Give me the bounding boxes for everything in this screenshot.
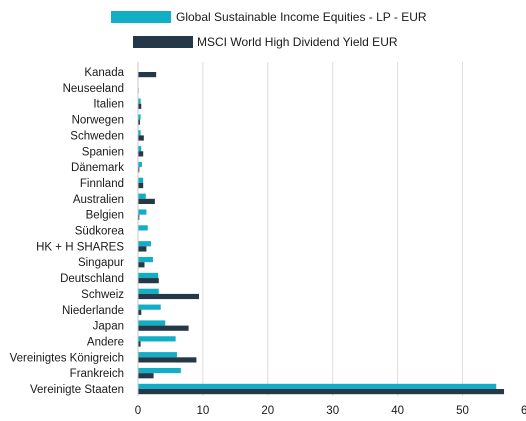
bar-series-2-18	[138, 357, 197, 363]
bar-series-1-6	[138, 161, 142, 168]
bar-series-2-12	[138, 262, 145, 268]
legend-label-series-2: MSCI World High Dividend Yield EUR	[197, 35, 398, 49]
x-tick-label-30: 30	[326, 405, 339, 417]
bar-series-1-13	[138, 272, 159, 279]
x-tick-labels: 0 10 20 30 40 50 60	[135, 405, 526, 417]
bar-series-1-14	[138, 288, 159, 294]
category-label-18: Vereinigtes Königreich	[10, 352, 124, 364]
bar-series-2-3	[138, 119, 140, 125]
x-tick-label-50: 50	[456, 405, 469, 417]
bar-series-1-10	[138, 225, 148, 231]
category-label-16: Japan	[93, 321, 124, 333]
bar-series-1-20	[138, 383, 497, 389]
category-label-17: Andere	[87, 336, 124, 348]
x-tick-label-10: 10	[197, 405, 210, 417]
bar-series-2-6	[138, 167, 140, 173]
x-tick-label-60: 60	[521, 405, 526, 417]
category-label-6: Dänemark	[71, 162, 124, 174]
bar-series-1-8	[138, 193, 146, 199]
legend-swatch-series-1	[111, 11, 171, 23]
bar-series-1-17	[138, 336, 176, 342]
gridlines	[202, 62, 463, 396]
bar-series-1-16	[138, 320, 166, 326]
bar-series-1-9	[138, 209, 147, 215]
legend: Global Sustainable Income Equities - LP …	[111, 10, 427, 49]
bar-series-2-2	[138, 103, 142, 109]
category-label-10: Südkorea	[75, 226, 125, 238]
category-label-1: Neuseeland	[63, 83, 124, 95]
category-label-4: Schweden	[70, 130, 124, 142]
category-label-3: Norwegen	[72, 115, 124, 127]
legend-swatch-series-2	[133, 36, 193, 48]
category-label-8: Australien	[73, 194, 124, 206]
bars	[138, 72, 505, 395]
category-label-0: Kanada	[84, 67, 124, 79]
bar-series-1-2	[138, 98, 141, 104]
category-label-19: Frankreich	[70, 368, 124, 380]
bar-series-2-13	[138, 278, 159, 284]
legend-label-series-1: Global Sustainable Income Equities - LP …	[176, 10, 427, 24]
x-tick-label-20: 20	[261, 405, 274, 417]
bar-series-1-12	[138, 257, 153, 263]
bar-series-2-4	[138, 135, 144, 141]
bar-series-1-7	[138, 177, 144, 183]
bar-series-1-4	[138, 130, 141, 136]
bar-series-1-11	[138, 241, 151, 247]
bar-series-1-15	[138, 304, 161, 310]
bar-series-2-9	[138, 214, 140, 220]
category-labels: Kanada Neuseeland Italien Norwegen Schweden S…	[10, 67, 125, 396]
bar-series-2-0	[138, 72, 157, 78]
bar-series-1-18	[138, 352, 177, 358]
bar-series-1-5	[138, 146, 142, 152]
category-label-11: HK + H SHARES	[36, 241, 124, 253]
bar-series-2-8	[138, 198, 155, 204]
bar-series-2-20	[138, 389, 505, 395]
category-label-15: Niederlande	[62, 305, 124, 317]
category-label-14: Schweiz	[81, 289, 124, 301]
category-label-20: Vereinigte Staaten	[30, 384, 124, 396]
category-label-12: Singapur	[78, 257, 124, 269]
bar-series-2-16	[138, 325, 189, 331]
bar-series-2-7	[138, 182, 144, 189]
bar-series-2-19	[138, 373, 154, 379]
bar-series-1-19	[138, 367, 181, 374]
bar-series-2-17	[138, 341, 141, 347]
category-label-7: Finnland	[80, 178, 124, 190]
bar-series-1-3	[138, 114, 141, 120]
x-tick-label-0: 0	[135, 405, 141, 417]
category-label-9: Belgien	[86, 210, 124, 222]
bar-series-2-11	[138, 246, 147, 252]
bar-series-2-15	[138, 309, 142, 315]
bar-series-2-5	[138, 151, 144, 157]
bar-series-2-14	[138, 293, 200, 300]
category-label-5: Spanien	[82, 146, 124, 158]
category-label-13: Deutschland	[60, 273, 124, 285]
category-label-2: Italien	[93, 99, 124, 111]
x-tick-label-40: 40	[391, 405, 404, 417]
